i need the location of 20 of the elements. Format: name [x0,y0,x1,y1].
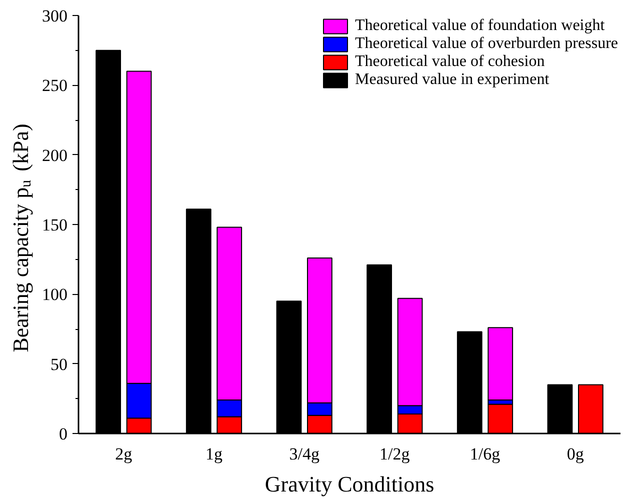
legend-label: Theoretical value of cohesion [355,53,545,71]
y-axis-title: Bearing capacity pu (kPa) [8,124,34,352]
legend-label: Theoretical value of overburden pressure [355,35,618,53]
legend-label: Measured value in experiment [355,71,550,89]
x-tick-label: 1g [206,444,223,464]
x-tick-label: 2g [115,444,133,464]
legend-label: Theoretical value of foundation weight [355,17,605,35]
bar [488,327,514,401]
y-tick-label: 0 [59,424,68,444]
y-tick-label: 150 [42,216,68,234]
y-tick-label: 250 [42,76,68,96]
x-tick-label: 3/4g [289,444,320,464]
x-axis-title: Gravity Conditions [264,472,434,496]
x-tick-label: 0g [566,444,584,464]
y-tick-label: 50 [50,354,68,374]
y-tick-label: 300 [42,6,68,26]
x-tick-label: 1/2g [380,444,410,464]
y-tick-label: 200 [42,146,68,165]
y-tick-label: 100 [42,285,68,304]
x-tick-label: 1/6g [470,444,501,464]
